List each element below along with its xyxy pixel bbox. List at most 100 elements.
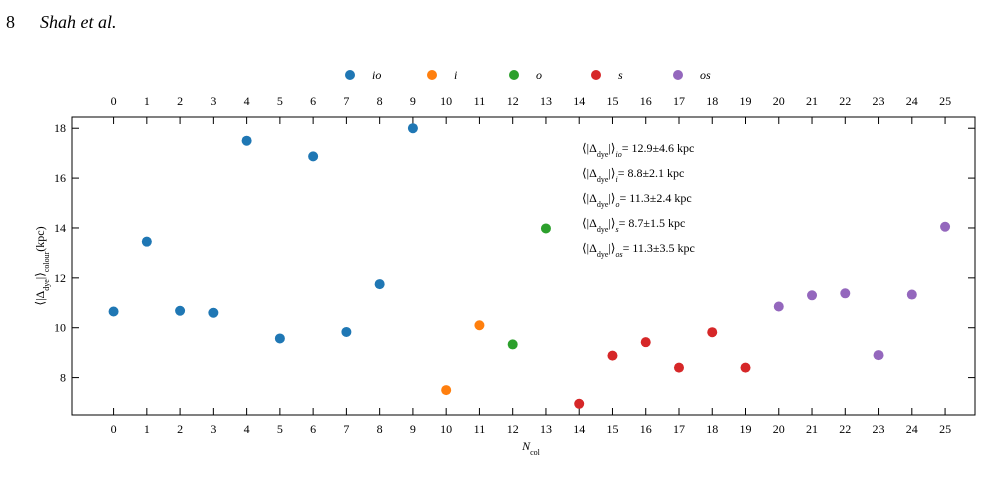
text-part: ⟨|Δ <box>582 241 597 255</box>
y-label: ⟨|Δdye|⟩colour(kpc) <box>33 226 51 305</box>
point <box>807 290 818 301</box>
x-tick-label-top: 16 <box>640 94 652 108</box>
text-part: io <box>615 150 621 159</box>
x-tick-label-top: 4 <box>244 94 250 108</box>
x-tick-label-top: 9 <box>410 94 416 108</box>
point <box>407 123 418 134</box>
x-tick-label-top: 14 <box>573 94 585 108</box>
point <box>108 306 119 317</box>
legend-label: s <box>618 68 623 82</box>
legend-marker <box>345 70 355 80</box>
x-tick-label-top: 10 <box>440 94 452 108</box>
x-tick-label: 1 <box>144 422 150 436</box>
x-tick-label: 16 <box>640 422 652 436</box>
text-part: ⟨|Δ <box>582 216 597 230</box>
text-part: ⟨|Δ <box>582 191 597 205</box>
legend-marker <box>509 70 519 80</box>
point <box>673 362 684 373</box>
text-part: |⟩ <box>608 141 615 155</box>
point <box>374 279 385 290</box>
x-label: Ncol <box>521 439 541 457</box>
x-tick-label-top: 7 <box>343 94 349 108</box>
text-part: col <box>530 448 541 457</box>
x-tick-label-top: 0 <box>111 94 117 108</box>
point <box>906 289 917 300</box>
point <box>175 305 186 316</box>
point <box>208 307 219 318</box>
text-part: |⟩ <box>33 272 47 279</box>
annotation: ⟨|Δdye|⟩o= 11.3±2.4 kpc <box>582 191 692 209</box>
x-tick-label: 19 <box>740 422 752 436</box>
y-tick-label: 16 <box>54 171 66 185</box>
x-tick-label-top: 13 <box>540 94 552 108</box>
annotation: ⟨|Δdye|⟩io= 12.9±4.6 kpc <box>582 141 694 159</box>
text-part: ⟨|Δ <box>582 166 597 180</box>
x-tick-label: 4 <box>244 422 250 436</box>
x-tick-label: 14 <box>573 422 585 436</box>
x-tick-label-top: 21 <box>806 94 818 108</box>
point <box>940 221 951 232</box>
text-part: (kpc) <box>33 226 47 251</box>
x-tick-label: 25 <box>939 422 951 436</box>
x-tick-label: 2 <box>177 422 183 436</box>
text-part: dye <box>597 175 609 184</box>
text-part: o <box>615 200 619 209</box>
x-tick-label-top: 8 <box>377 94 383 108</box>
plot-frame <box>71 116 976 416</box>
legend-label: os <box>700 68 711 82</box>
point <box>341 326 352 337</box>
x-tick-label: 8 <box>377 422 383 436</box>
text-part: ⟨|Δ <box>33 291 47 306</box>
x-tick-label: 5 <box>277 422 283 436</box>
x-tick-label-top: 11 <box>474 94 486 108</box>
text-part: s <box>615 225 618 234</box>
text-part: ⟨|Δ <box>582 141 597 155</box>
text-part: dye <box>597 150 609 159</box>
text-part: |⟩ <box>608 166 615 180</box>
y-tick-label: 8 <box>60 371 66 385</box>
point <box>707 327 718 338</box>
y-tick-label: 14 <box>54 221 66 235</box>
point <box>740 362 751 373</box>
x-tick-label: 20 <box>773 422 785 436</box>
legend-marker <box>591 70 601 80</box>
x-tick-label-top: 15 <box>606 94 618 108</box>
x-tick-label-top: 18 <box>706 94 718 108</box>
text-part: dye <box>597 200 609 209</box>
x-tick-label-top: 3 <box>210 94 216 108</box>
point <box>507 339 518 350</box>
point <box>574 398 585 409</box>
y-tick-label: 18 <box>54 121 66 135</box>
x-tick-label: 15 <box>606 422 618 436</box>
page-number: 8 <box>6 12 15 32</box>
point <box>308 151 319 162</box>
text-part: N <box>521 439 531 453</box>
annotation: ⟨|Δdye|⟩i= 8.8±2.1 kpc <box>582 166 684 184</box>
annotation: ⟨|Δdye|⟩os= 11.3±3.5 kpc <box>582 241 695 259</box>
legend-label: io <box>372 68 381 82</box>
y-tick-label: 10 <box>54 321 66 335</box>
text-part: |⟩ <box>608 191 615 205</box>
text-part: |⟩ <box>608 241 615 255</box>
text-part: colour <box>42 251 51 272</box>
x-tick-label: 9 <box>410 422 416 436</box>
x-tick-label-top: 17 <box>673 94 685 108</box>
x-tick-label: 13 <box>540 422 552 436</box>
x-tick-label-top: 23 <box>873 94 885 108</box>
x-tick-label: 22 <box>839 422 851 436</box>
point <box>540 223 551 234</box>
point <box>474 320 485 331</box>
x-tick-label-top: 2 <box>177 94 183 108</box>
point <box>141 236 152 247</box>
authors: Shah et al. <box>40 12 117 32</box>
point <box>640 337 651 348</box>
text-part: dye <box>42 279 51 291</box>
x-tick-label: 0 <box>111 422 117 436</box>
text-part: = 8.7±1.5 kpc <box>619 216 686 230</box>
x-tick-label: 6 <box>310 422 316 436</box>
legend-label: o <box>536 68 542 82</box>
legend-marker <box>673 70 683 80</box>
x-tick-label: 12 <box>507 422 519 436</box>
point <box>241 135 252 146</box>
